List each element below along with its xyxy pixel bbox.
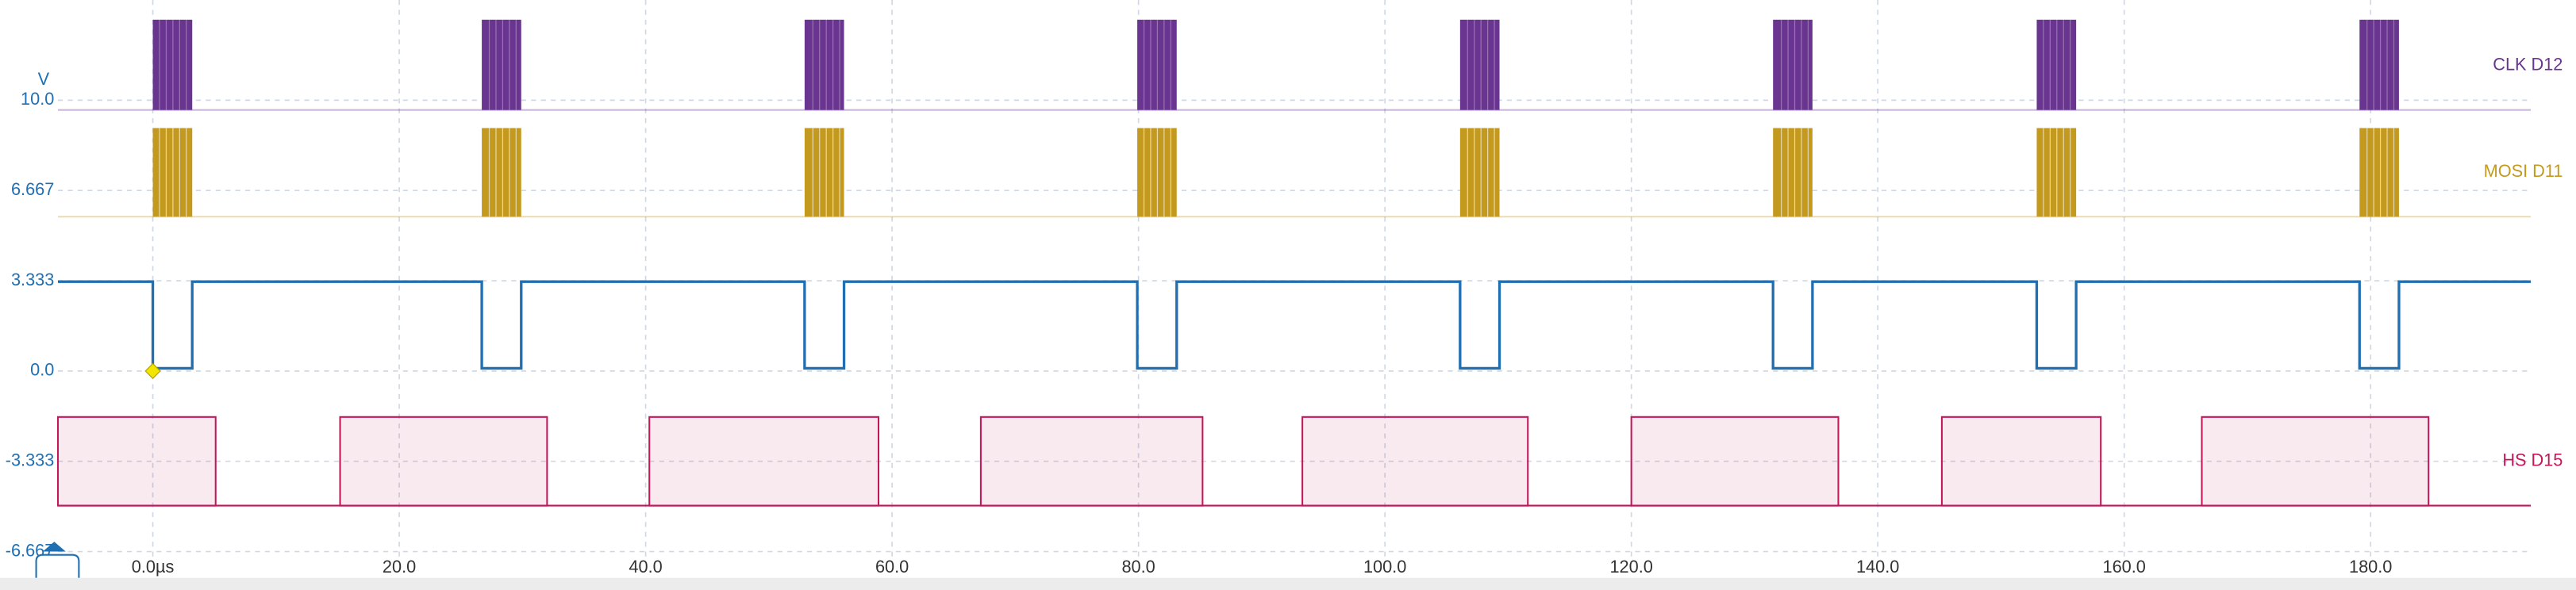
burst <box>804 128 844 217</box>
burst <box>1459 128 1500 217</box>
labels: V 0.0µs 20.0 40.0 60.0 80.0 100.0 120.0 140.0 16… <box>6 55 2563 577</box>
pulse <box>1301 416 1529 507</box>
x-tick-label: 0.0µs <box>132 557 175 577</box>
y-axis-label: V <box>38 69 50 89</box>
burst <box>1459 19 1500 110</box>
x-tick-label: 160.0 <box>2103 557 2146 577</box>
burst <box>2359 128 2399 217</box>
y-tick-label: 6.667 <box>11 179 54 199</box>
y-tick-label: -3.333 <box>6 450 55 469</box>
y-tick-label: 10.0 <box>21 89 54 109</box>
pulse <box>979 416 1204 507</box>
burst <box>1773 19 1813 110</box>
x-tick-label: 60.0 <box>875 557 909 577</box>
pulse <box>56 416 217 507</box>
y-tick-label: 3.333 <box>11 270 54 289</box>
pulse <box>1630 416 1840 507</box>
pulse <box>2201 416 2430 507</box>
burst <box>2036 19 2077 110</box>
burst <box>804 19 844 110</box>
x-tick-label: 40.0 <box>629 557 662 577</box>
y-tick-label: 0.0 <box>30 360 54 380</box>
x-tick-label: 100.0 <box>1363 557 1406 577</box>
marks <box>56 19 2532 507</box>
trigger-marker <box>144 362 161 380</box>
pulse <box>339 416 548 507</box>
x-tick-label: 120.0 <box>1609 557 1652 577</box>
scroll-handle[interactable] <box>42 542 66 552</box>
burst <box>1773 128 1813 217</box>
burst <box>482 19 521 110</box>
pulse <box>648 416 880 507</box>
burst <box>2359 19 2399 110</box>
pulse <box>1940 416 2102 507</box>
analog-trace <box>57 280 2532 370</box>
bottom-bar <box>0 577 2576 590</box>
channel-label: MOSI D11 <box>2484 161 2563 181</box>
channel-label: HS D15 <box>2502 450 2563 469</box>
x-tick-label: 180.0 <box>2349 557 2392 577</box>
channel-label: CLK D12 <box>2493 55 2563 75</box>
x-tick-label: 20.0 <box>383 557 416 577</box>
x-tick-label: 140.0 <box>1856 557 1899 577</box>
axis-widget[interactable] <box>35 554 80 578</box>
burst <box>152 19 193 110</box>
burst <box>482 128 521 217</box>
burst <box>1137 19 1177 110</box>
x-tick-label: 80.0 <box>1121 557 1155 577</box>
